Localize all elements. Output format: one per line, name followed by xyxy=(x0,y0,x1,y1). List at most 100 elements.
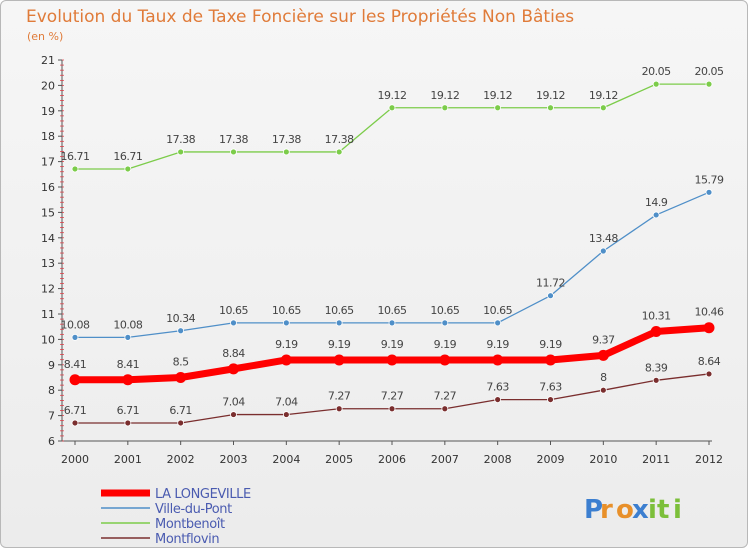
data-label: 7.27 xyxy=(381,390,404,403)
data-point xyxy=(386,354,398,366)
data-label: 11.72 xyxy=(536,277,565,290)
data-point xyxy=(124,165,132,173)
y-tick-label: 9 xyxy=(48,359,55,372)
data-label: 7.63 xyxy=(486,381,509,394)
chart-title: Evolution du Taux de Taxe Foncière sur l… xyxy=(26,7,574,27)
data-point xyxy=(494,396,502,403)
data-label: 9.19 xyxy=(434,338,457,351)
y-tick-label: 13 xyxy=(41,257,55,270)
logo-letter: r xyxy=(600,495,613,525)
data-label: 19.12 xyxy=(430,89,459,102)
data-point xyxy=(280,354,292,366)
data-point xyxy=(441,104,449,112)
data-label: 10.65 xyxy=(483,304,512,317)
data-label: 10.65 xyxy=(378,304,407,317)
data-point xyxy=(228,363,239,375)
data-point xyxy=(597,349,609,361)
data-label: 10.31 xyxy=(642,310,671,323)
data-label: 9.37 xyxy=(592,333,615,346)
axes: 6 7 8 9 10 11 12 13 14 15 16 17 18 19 20 21 2000 2001 2002… xyxy=(41,54,723,466)
data-point xyxy=(652,376,660,384)
y-tick-label: 7 xyxy=(48,410,55,423)
y-tick-label: 15 xyxy=(41,206,55,219)
data-label: 13.48 xyxy=(589,232,618,245)
x-tick-label: 2005 xyxy=(325,453,353,466)
data-point xyxy=(599,104,607,112)
data-label: 10.34 xyxy=(166,312,195,325)
data-label: 9.19 xyxy=(328,338,351,351)
proxiti-logo: Pr ox i t i xyxy=(584,495,682,525)
data-label: 19.12 xyxy=(536,89,565,102)
data-label: 8.41 xyxy=(117,358,140,371)
data-point xyxy=(177,148,185,156)
legend-label: Montbenoît xyxy=(155,517,225,532)
y-tick-label: 14 xyxy=(41,232,55,245)
data-point xyxy=(230,148,237,156)
data-point xyxy=(650,326,662,338)
data-point xyxy=(335,148,343,156)
data-point xyxy=(175,372,187,383)
x-tick-label: 2001 xyxy=(114,453,142,466)
data-label: 16.71 xyxy=(61,150,90,163)
data-point xyxy=(492,354,504,366)
y-tick-label: 10 xyxy=(41,333,55,346)
data-point xyxy=(71,419,79,427)
data-label: 6.71 xyxy=(169,404,192,417)
series-montflovin: 6.71 6.71 6.71 7.04 7.04 7.27 7.27 7.27 7.63 7.63… xyxy=(64,355,721,427)
data-point xyxy=(124,333,132,341)
data-label: 17.38 xyxy=(219,133,248,146)
x-tick-label: 2012 xyxy=(695,453,723,466)
x-tick-label: 2009 xyxy=(537,453,565,466)
data-point xyxy=(705,188,713,196)
data-label: 17.38 xyxy=(325,133,354,146)
data-label: 19.12 xyxy=(483,89,512,102)
data-point xyxy=(124,419,132,427)
x-tick-label: 2002 xyxy=(167,453,195,466)
y-tick-label: 11 xyxy=(41,308,55,321)
logo-letter: i xyxy=(673,495,682,525)
data-label: 17.38 xyxy=(166,133,195,146)
data-point xyxy=(122,374,134,386)
x-tick-label: 2000 xyxy=(61,453,89,466)
data-label: 8.5 xyxy=(173,356,189,369)
data-point xyxy=(599,386,607,394)
logo-letter: t xyxy=(657,495,669,525)
x-tick-label: 2003 xyxy=(220,453,248,466)
logo-letter: x xyxy=(632,495,649,525)
y-tick-label: 6 xyxy=(48,435,55,448)
series-ville-du-pont: 10.08 10.08 10.34 10.65 10.65 10.65 10.65 10.65… xyxy=(61,173,724,341)
x-tick-label: 2008 xyxy=(484,453,512,466)
data-point xyxy=(705,370,713,378)
data-point xyxy=(545,354,556,366)
x-tick-label: 2006 xyxy=(378,453,406,466)
data-label: 19.12 xyxy=(378,89,407,102)
data-label: 17.38 xyxy=(272,133,301,146)
data-label: 20.05 xyxy=(695,65,724,78)
data-point xyxy=(282,148,290,156)
data-label: 7.27 xyxy=(434,390,457,403)
data-point xyxy=(652,211,660,219)
x-tick-label: 2004 xyxy=(272,453,300,466)
legend-label: Montflovin xyxy=(155,532,219,547)
data-label: 6.71 xyxy=(64,404,87,417)
data-point xyxy=(282,411,290,418)
data-point xyxy=(282,319,290,327)
data-label: 7.04 xyxy=(222,396,245,409)
data-point xyxy=(547,292,554,300)
data-point xyxy=(441,319,449,327)
data-point xyxy=(69,374,81,386)
data-point xyxy=(333,354,345,366)
y-tick-label: 18 xyxy=(41,130,55,143)
data-point xyxy=(703,322,715,334)
data-point xyxy=(705,80,713,88)
data-point xyxy=(71,333,79,341)
data-point xyxy=(494,319,502,327)
y-tick-label: 16 xyxy=(41,181,55,194)
data-label: 7.04 xyxy=(275,396,298,409)
data-point xyxy=(652,80,660,88)
data-label: 16.71 xyxy=(113,150,142,163)
data-label: 7.63 xyxy=(539,381,562,394)
legend: LA LONGEVILLEVille-du-PontMontbenoîtMont… xyxy=(101,487,251,547)
